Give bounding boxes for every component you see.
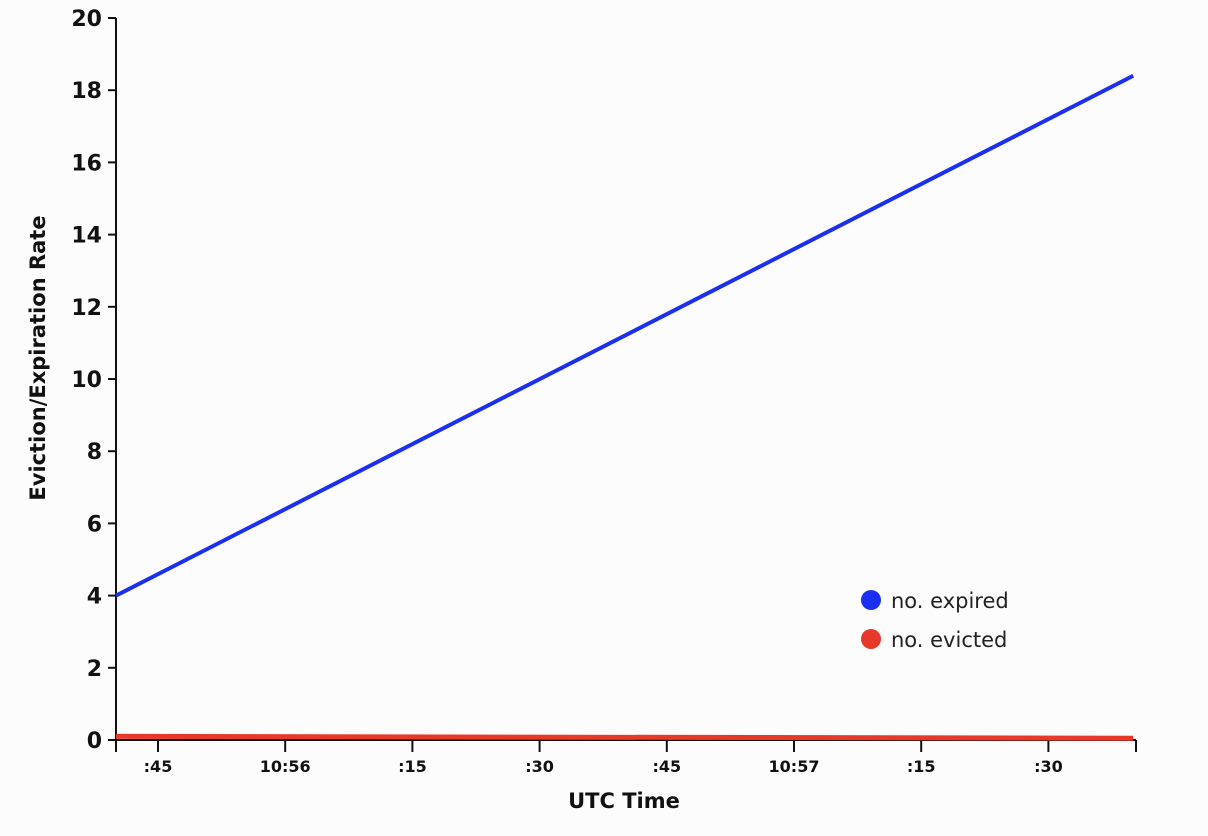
- x-ticks: :45 10:56 :15 :30 :45 10:57 :15 :30: [115, 740, 1137, 776]
- y-tick-label: 14: [71, 224, 102, 249]
- x-tick-label: :30: [525, 757, 554, 776]
- legend-label-expired: no. expired: [891, 589, 1009, 613]
- y-ticks: 0 2 4 6 8 10 12 14 16 18 20: [71, 7, 116, 754]
- series-line-expired: [115, 73, 1135, 598]
- legend-item-evicted[interactable]: no. evicted: [861, 628, 1007, 652]
- x-tick-label: :45: [652, 757, 681, 776]
- y-tick-label: 16: [71, 151, 102, 176]
- y-tick-label: 8: [87, 440, 102, 465]
- y-tick-label: 12: [71, 296, 102, 321]
- y-tick-label: 2: [87, 657, 102, 682]
- x-tick-label: :15: [907, 757, 936, 776]
- legend-marker-expired: [861, 590, 881, 610]
- x-tick-label: :30: [1034, 757, 1063, 776]
- legend: no. expired no. evicted: [861, 589, 1009, 652]
- y-axis-title: Eviction/Expiration Rate: [26, 215, 50, 500]
- y-tick-label: 6: [87, 512, 102, 537]
- y-tick-label: 18: [71, 79, 102, 104]
- series-line-evicted: [115, 733, 1134, 741]
- legend-label-evicted: no. evicted: [891, 628, 1007, 652]
- series-lines: [115, 73, 1135, 741]
- x-axis-title: UTC Time: [568, 789, 680, 813]
- legend-marker-evicted: [861, 629, 881, 649]
- y-tick-label: 10: [71, 368, 102, 393]
- x-tick-label: 10:56: [260, 757, 311, 776]
- y-tick-label: 4: [87, 585, 102, 610]
- x-tick-label: 10:57: [769, 757, 820, 776]
- y-tick-label: 0: [87, 729, 102, 754]
- y-tick-label: 20: [71, 7, 102, 32]
- y-axis: 0 2 4 6 8 10 12 14 16 18 20 Eviction/Expiration Ra…: [26, 7, 117, 754]
- legend-item-expired[interactable]: no. expired: [861, 589, 1009, 613]
- x-tick-label: :45: [144, 757, 173, 776]
- x-tick-label: :15: [398, 757, 427, 776]
- x-axis: :45 10:56 :15 :30 :45 10:57 :15 :30 UTC Time: [115, 739, 1137, 813]
